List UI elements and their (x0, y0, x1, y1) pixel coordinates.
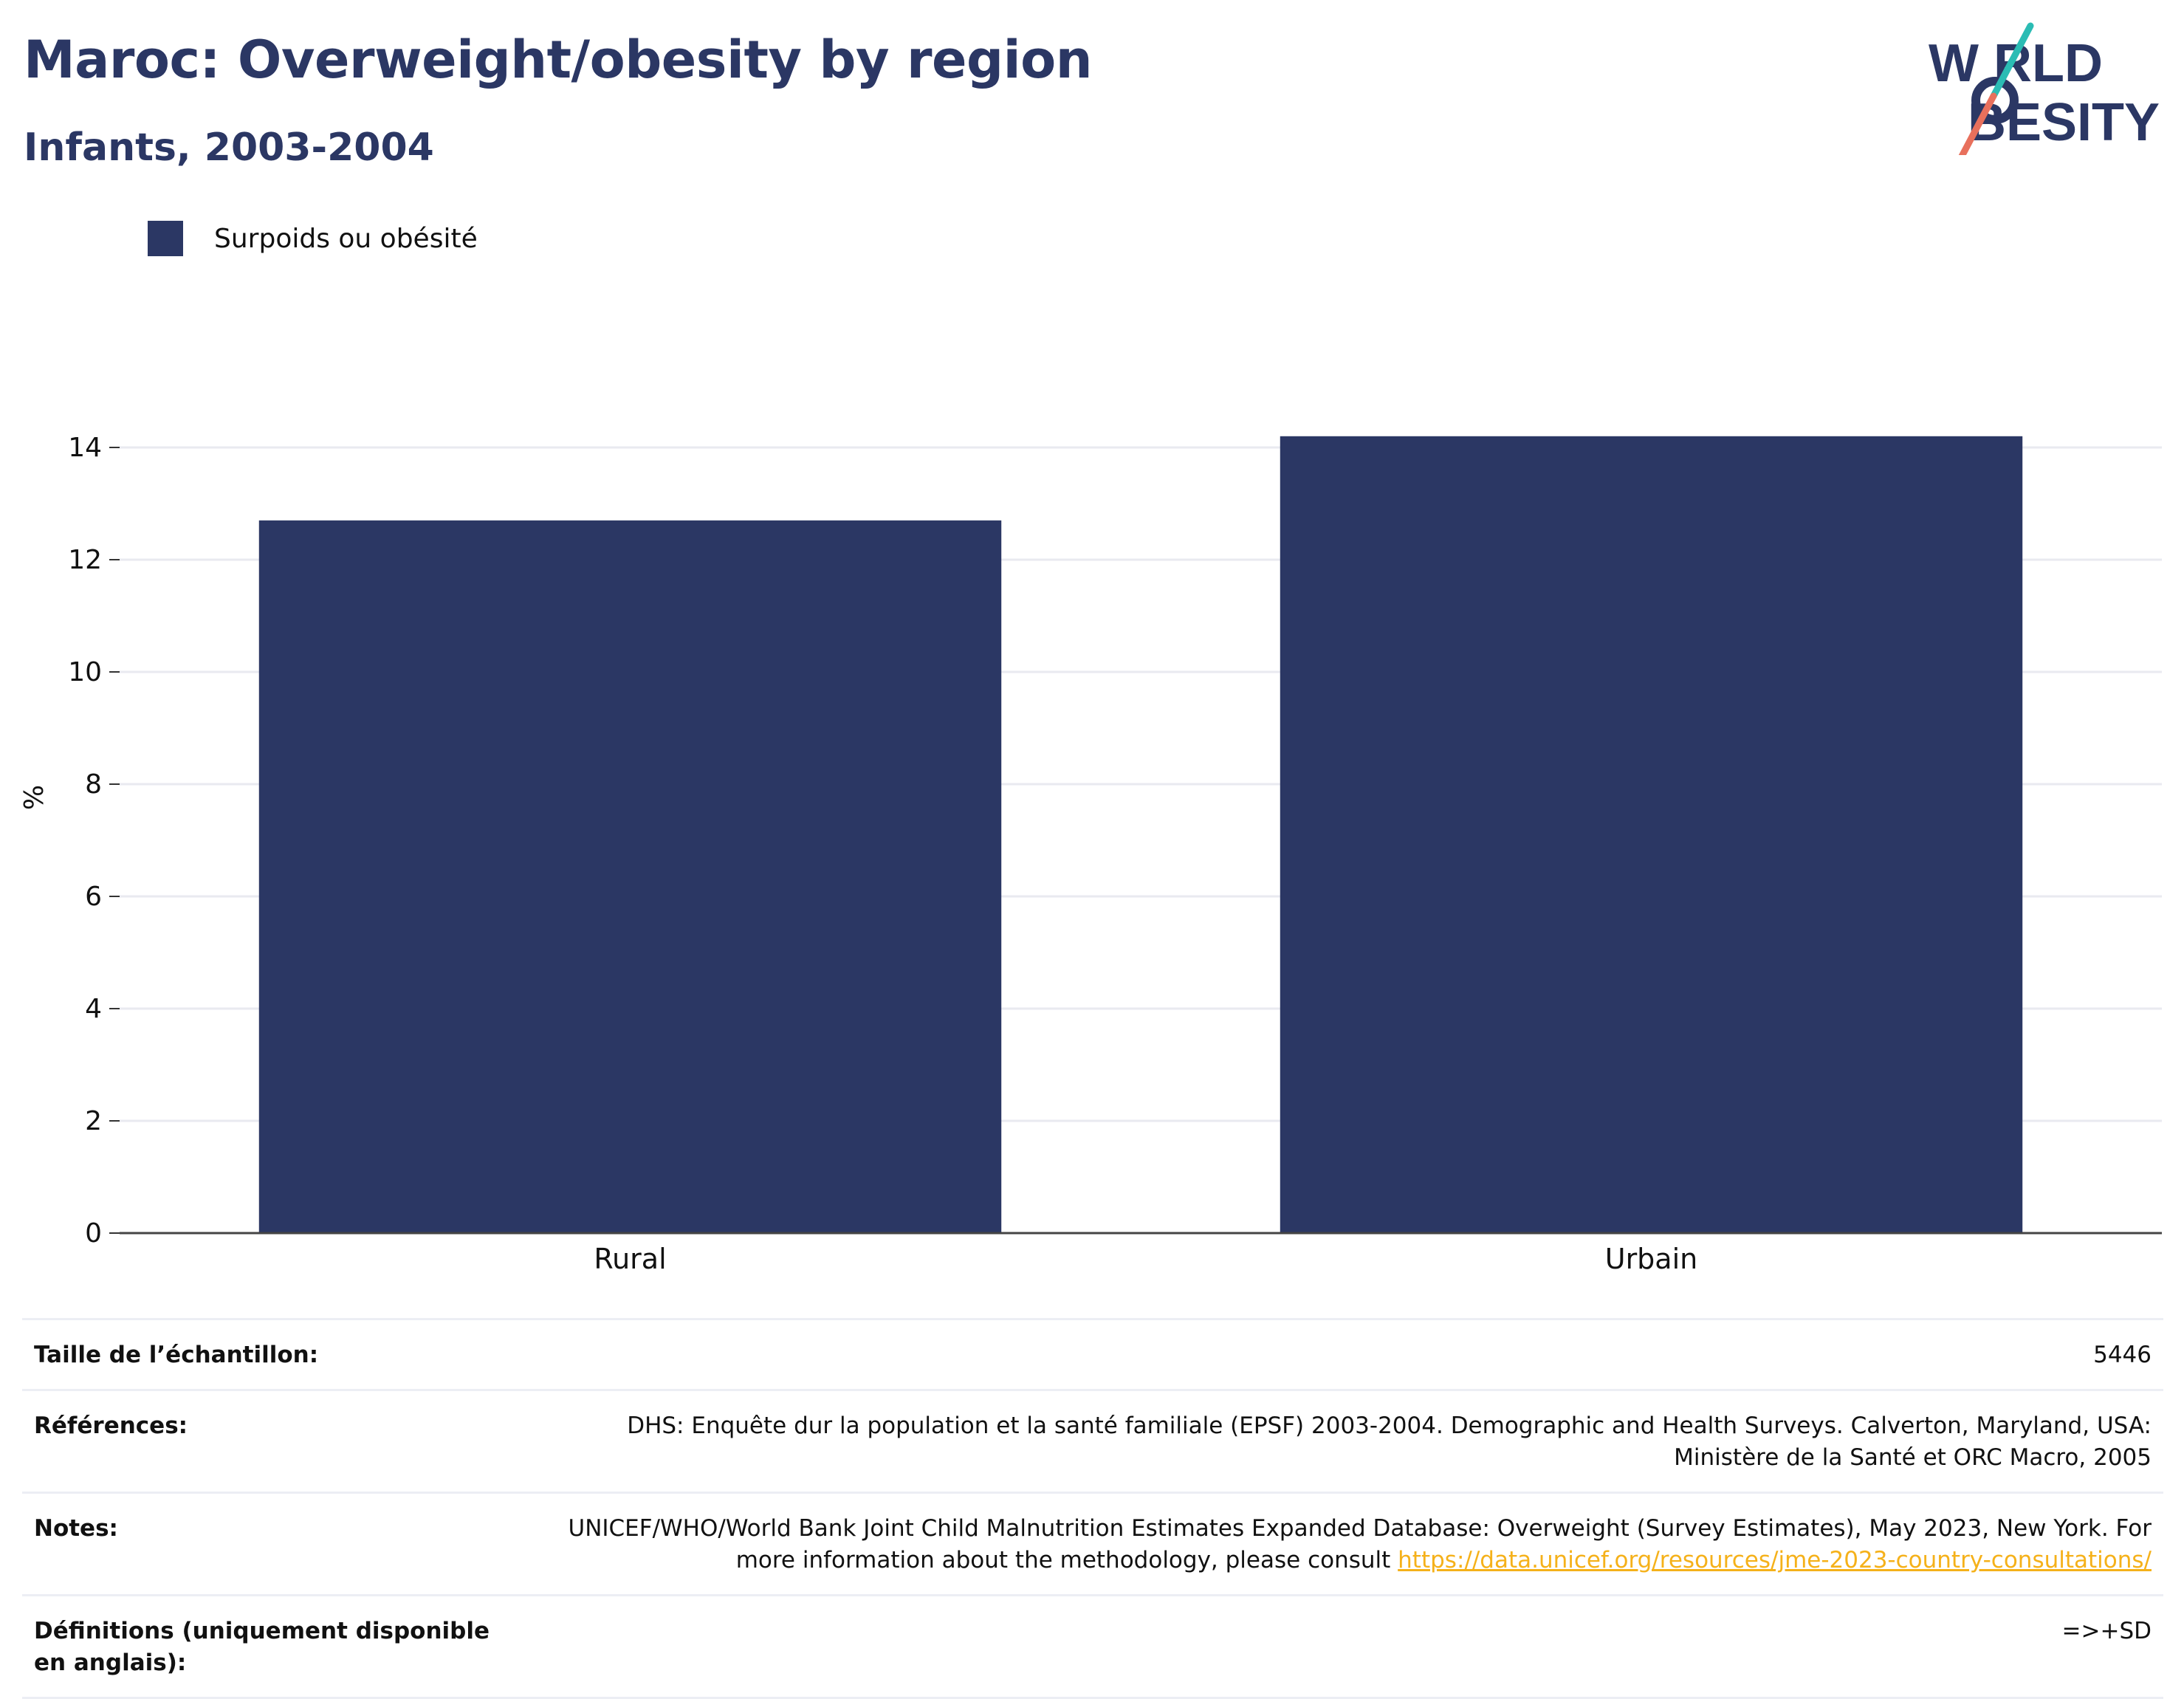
notes-text: UNICEF/WHO/World Bank Joint Child Malnut… (568, 1515, 2152, 1573)
row-value: =>+SD (2061, 1618, 2152, 1644)
bar-rural (258, 520, 1002, 1233)
row-value: DHS: Enquête dur la population et la san… (627, 1413, 2152, 1471)
y-tick-label: 14 (68, 433, 102, 463)
methodology-link[interactable]: https://data.unicef.org/resources/jme-20… (1398, 1547, 2152, 1573)
legend: Surpoids ou obésité (148, 220, 478, 257)
bars (258, 436, 2023, 1233)
y-tick-label: 2 (85, 1106, 102, 1136)
row-label: Définitions (uniquement disponible en an… (34, 1618, 490, 1676)
row-value: UNICEF/WHO/World Bank Joint Child Malnut… (542, 1513, 2152, 1576)
table-row-definitions: Définitions (uniquement disponible en an… (22, 1594, 2163, 1699)
table-row-sample-size: Taille de l’échantillon: 5446 (22, 1318, 2163, 1389)
y-tick-label: 6 (85, 882, 102, 912)
x-tick-label: Rural (594, 1243, 666, 1275)
table-row-notes: Notes: UNICEF/WHO/World Bank Joint Child… (22, 1492, 2163, 1594)
bar-urbain (1280, 436, 2023, 1233)
chart-subtitle: Infants, 2003-2004 (24, 126, 434, 170)
y-tick-label: 12 (68, 545, 102, 575)
y-tick-label: 4 (85, 994, 102, 1024)
x-tick-label: Urbain (1605, 1243, 1698, 1275)
y-tick-label: 0 (85, 1218, 102, 1249)
legend-label: Surpoids ou obésité (214, 223, 478, 254)
logo-line-1: W RLD (1929, 34, 2103, 93)
row-label: Notes: (34, 1515, 118, 1542)
axes: 0 2 4 6 8 10 12 14 Rural Urbain (68, 433, 2162, 1275)
logo-slash-teal (1990, 22, 2034, 100)
row-label: Références: (34, 1413, 188, 1439)
table-row-references: Références: DHS: Enquête dur la populati… (22, 1389, 2163, 1492)
bar-chart: 0 2 4 6 8 10 12 14 Rural Urbain % (19, 433, 2162, 1275)
y-axis-label: % (19, 785, 49, 810)
chart-title: Maroc: Overweight/obesity by region (24, 30, 1093, 90)
y-tick-label: 8 (85, 769, 102, 800)
logo-o-ring (1971, 77, 2019, 124)
metadata-table: Taille de l’échantillon: 5446 Références… (22, 1318, 2163, 1699)
world-obesity-logo: W RLD BESITY (1929, 22, 2160, 155)
row-label: Taille de l’échantillon: (34, 1342, 319, 1368)
legend-swatch (148, 221, 183, 256)
y-tick-label: 10 (68, 657, 102, 687)
logo-slash-coral (1958, 92, 1997, 155)
row-value: 5446 (2093, 1342, 2152, 1368)
